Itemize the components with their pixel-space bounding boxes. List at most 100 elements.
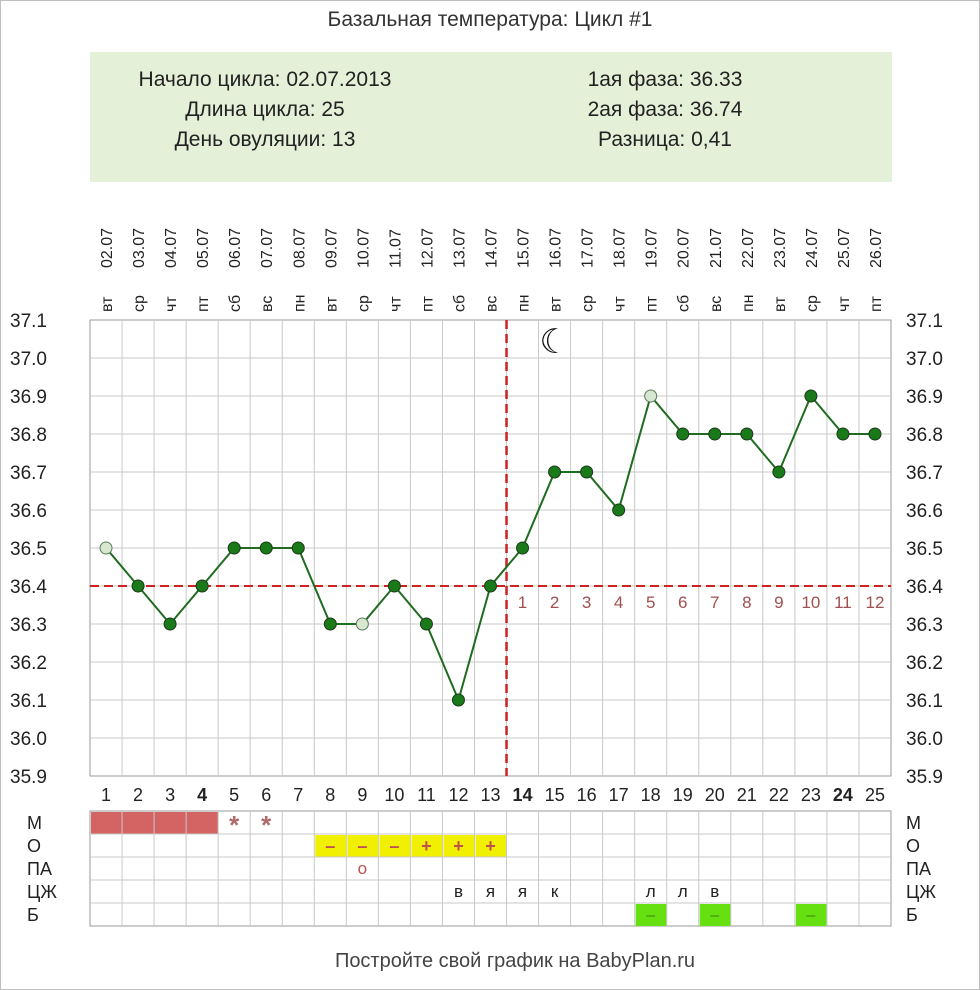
bleeding-cell (795, 904, 827, 926)
date-label: 14.07 (484, 228, 501, 268)
y-tick-label-right: 36.5 (906, 539, 943, 560)
y-tick-label-left: 36.6 (10, 501, 47, 522)
date-label: 12.07 (419, 228, 436, 268)
weekday-label: сб (451, 295, 468, 312)
weekday-label: вт (548, 296, 565, 312)
y-tick-label-left: 37.1 (10, 311, 47, 332)
row-label-left: О (27, 836, 41, 856)
temperature-point (323, 617, 337, 631)
weekday-label: вс (708, 296, 725, 312)
row-label-right: ПА (906, 859, 931, 879)
phase2-day-number: 2 (550, 593, 559, 612)
weekday-label: сб (227, 295, 244, 312)
mucus-mark: – (389, 836, 399, 856)
mucus-cell (379, 835, 411, 857)
y-tick-label-left: 36.4 (10, 577, 47, 598)
y-tick-label-left: 37.0 (10, 349, 47, 370)
date-label: 05.07 (195, 228, 212, 268)
b-mark: – (710, 907, 719, 924)
date-label: 23.07 (772, 228, 789, 268)
weekday-label: вт (323, 296, 340, 312)
temperature-point (259, 541, 273, 555)
phase2-day-number: 11 (834, 593, 852, 612)
temperature-point (387, 579, 401, 593)
temperature-point (804, 389, 818, 403)
mucus-cell (411, 835, 443, 857)
mucus-mark: + (485, 836, 496, 856)
star-mark: * (229, 810, 240, 840)
cervix-mark: к (551, 882, 559, 901)
day-number: 17 (609, 785, 629, 805)
date-label: 09.07 (323, 228, 340, 268)
phase2-day-number: 10 (801, 593, 820, 612)
weekday-label: пт (644, 295, 661, 312)
date-label: 21.07 (708, 228, 725, 268)
mucus-cell (347, 835, 379, 857)
day-number: 4 (197, 785, 207, 805)
y-tick-label-right: 36.0 (906, 729, 943, 750)
phase-difference: Разница: 0,41 (598, 128, 732, 151)
phase2-day-number: 5 (646, 593, 655, 612)
weekday-label: чт (163, 296, 180, 312)
y-tick-label-left: 36.9 (10, 387, 47, 408)
weekday-label: ср (580, 295, 597, 312)
date-label: 19.07 (644, 228, 661, 268)
date-label: 10.07 (355, 228, 372, 268)
cycle-start: Начало цикла: 02.07.2013 (138, 68, 392, 91)
row-label-right: М (906, 813, 921, 833)
cervix-mark: в (454, 882, 463, 901)
temperature-point (644, 389, 658, 403)
temperature-point (548, 465, 562, 479)
y-tick-label-right: 36.1 (906, 691, 943, 712)
weekday-label: ср (804, 295, 821, 312)
phase2-day-number: 12 (866, 593, 885, 612)
day-number: 6 (261, 785, 271, 805)
day-number: 19 (673, 785, 693, 805)
mucus-mark: – (325, 836, 335, 856)
bleeding-cell (699, 904, 731, 926)
date-label: 04.07 (163, 228, 180, 268)
row-label-left: М (27, 813, 42, 833)
day-number: 20 (705, 785, 725, 805)
weekday-label: вс (259, 296, 276, 312)
y-tick-label-right: 36.3 (906, 615, 943, 636)
row-label-left: Б (27, 905, 39, 925)
weekday-label: пн (516, 295, 533, 313)
weekday-label: чт (836, 296, 853, 312)
row-label-right: ЦЖ (906, 882, 936, 902)
weekday-label: сб (676, 295, 693, 312)
temperature-point (355, 617, 369, 631)
day-number: 14 (513, 785, 533, 805)
temperature-point (451, 693, 465, 707)
day-number: 2 (133, 785, 143, 805)
date-label: 22.07 (740, 228, 757, 268)
y-tick-label-right: 36.4 (906, 577, 943, 598)
phase2-day-number: 7 (710, 593, 719, 612)
cervix-mark: я (518, 882, 527, 901)
mucus-mark: + (453, 836, 464, 856)
y-tick-label-right: 37.0 (906, 349, 943, 370)
cycle-length: Длина цикла: 25 (185, 98, 345, 121)
ovulation-day: День овуляции: 13 (174, 128, 356, 151)
date-label: 03.07 (131, 228, 148, 268)
temperature-point (227, 541, 241, 555)
cervix-mark: в (710, 882, 719, 901)
date-label: 13.07 (451, 228, 468, 268)
row-label-right: О (906, 836, 920, 856)
y-tick-label-left: 36.5 (10, 539, 47, 560)
y-tick-label-left: 36.7 (10, 463, 47, 484)
day-number: 25 (865, 785, 885, 805)
weekday-label: чт (387, 296, 404, 312)
y-tick-label-right: 36.6 (906, 501, 943, 522)
cervix-mark: я (486, 882, 495, 901)
weekday-label: пт (195, 295, 212, 312)
y-tick-label-left: 35.9 (10, 767, 47, 788)
y-tick-label-right: 37.1 (906, 311, 943, 332)
date-label: 17.07 (580, 228, 597, 268)
day-number: 10 (384, 785, 404, 805)
temperature-point (580, 465, 594, 479)
temperature-point (836, 427, 850, 441)
row-label-left: ЦЖ (27, 882, 57, 902)
mucus-cell (443, 835, 475, 857)
